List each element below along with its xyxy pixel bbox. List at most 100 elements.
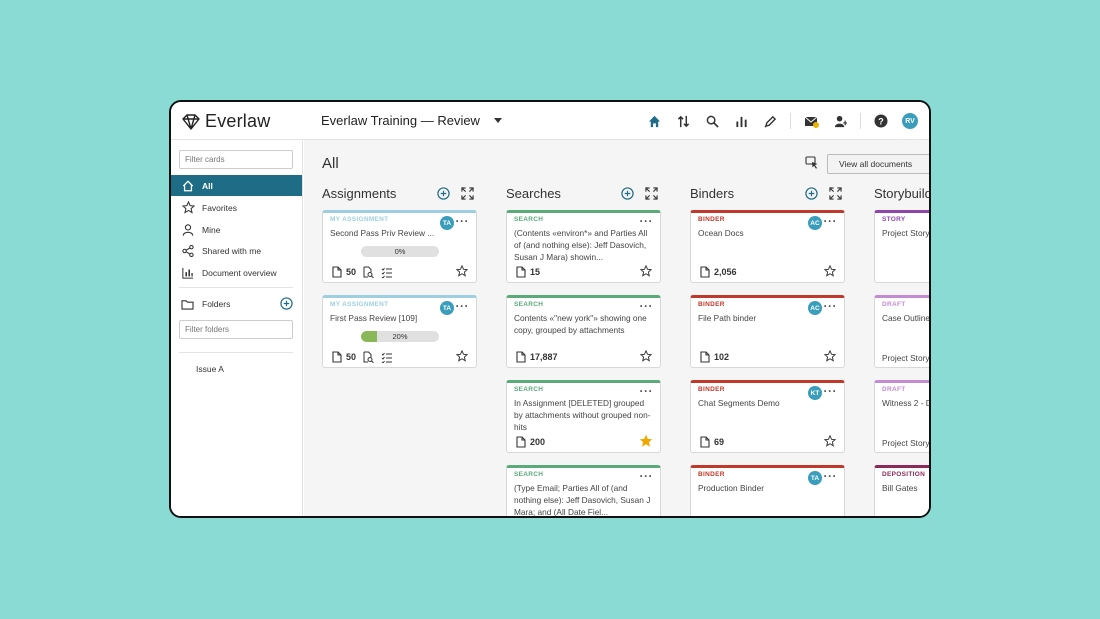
sort-arrows-icon[interactable]	[672, 110, 694, 132]
expand-icon[interactable]	[829, 187, 842, 205]
card-type: DEPOSITION	[882, 471, 926, 478]
card[interactable]: BINDER ··· AC File Path binder 102	[690, 295, 845, 368]
card-type: STORY	[882, 216, 906, 223]
user-badge: KT	[808, 386, 822, 400]
card[interactable]: SEARCH ··· (Type Email; Parties All of (an…	[506, 465, 661, 517]
sidebar-divider	[179, 287, 293, 288]
card[interactable]: STORY Project Story	[874, 210, 929, 283]
more-options-icon[interactable]: ···	[639, 214, 653, 228]
app-logo[interactable]: Everlaw	[181, 111, 270, 132]
messages-icon[interactable]	[800, 110, 822, 132]
view-all-documents-button[interactable]: View all documents	[827, 154, 929, 174]
sidebar-item-document-overview[interactable]: Document overview	[171, 262, 302, 283]
help-icon[interactable]: ?	[870, 110, 892, 132]
main-content: All View all documents Assignments Searc…	[304, 140, 929, 517]
more-options-icon[interactable]: ···	[823, 384, 837, 398]
more-options-icon[interactable]: ···	[639, 384, 653, 398]
everlaw-diamond-icon	[182, 113, 200, 130]
favorite-star-icon[interactable]	[640, 265, 652, 277]
top-bar: Everlaw Everlaw Training — Review ? RV	[171, 102, 929, 140]
card[interactable]: SEARCH ··· (Contents «environ*» and Partie…	[506, 210, 661, 283]
card[interactable]: DEPOSITION Bill Gates	[874, 465, 929, 516]
chevron-down-icon	[493, 118, 502, 123]
search-icon[interactable]	[701, 110, 723, 132]
card[interactable]: DRAFT Case Outline Project Story	[874, 295, 929, 368]
favorite-star-icon[interactable]	[456, 265, 468, 277]
column-actions	[437, 187, 474, 205]
card-type: SEARCH	[514, 386, 544, 393]
more-options-icon[interactable]: ···	[823, 214, 837, 228]
home-icon[interactable]	[643, 110, 665, 132]
checklist-icon[interactable]	[381, 352, 393, 363]
add-card-icon[interactable]	[805, 187, 818, 205]
sidebar-item-shared[interactable]: Shared with me	[171, 240, 302, 261]
user-avatar[interactable]: RV	[899, 110, 921, 132]
more-options-icon[interactable]: ···	[639, 299, 653, 313]
more-options-icon[interactable]: ···	[823, 469, 837, 483]
review-icon[interactable]	[363, 266, 374, 278]
add-card-icon[interactable]	[437, 187, 450, 205]
share-icon	[181, 244, 195, 258]
document-count: 2,056	[714, 267, 737, 277]
column-actions	[621, 187, 658, 205]
card[interactable]: MY ASSIGNMENT ··· TA First Pass Review [109…	[322, 295, 477, 368]
card[interactable]: MY ASSIGNMENT ··· TA Second Pass Priv Revie…	[322, 210, 477, 283]
favorite-star-icon[interactable]	[456, 350, 468, 362]
card[interactable]: SEARCH ··· Contents «"new york"» showing o…	[506, 295, 661, 368]
card-type: BINDER	[698, 301, 725, 308]
folder-item[interactable]: Issue A	[196, 364, 224, 374]
favorite-star-icon[interactable]	[640, 350, 652, 362]
sidebar-item-favorites[interactable]: Favorites	[171, 197, 302, 218]
folders-header: Folders	[181, 296, 293, 312]
document-icon	[516, 351, 526, 363]
card-footer: 2,056	[700, 266, 737, 278]
column-header-searches: Searches	[506, 186, 561, 201]
home-icon	[181, 179, 195, 193]
add-card-icon[interactable]	[621, 187, 634, 205]
card-title: First Pass Review [109]	[330, 313, 418, 323]
favorite-star-icon[interactable]	[640, 435, 652, 447]
pen-icon[interactable]	[759, 110, 781, 132]
card-type: DRAFT	[882, 386, 906, 393]
add-folder-icon[interactable]	[280, 296, 293, 312]
document-icon	[516, 436, 526, 448]
top-nav-icons: ? RV	[636, 110, 921, 132]
user-icon[interactable]	[829, 110, 851, 132]
app-window: Everlaw Everlaw Training — Review ? RV A…	[169, 100, 931, 518]
checklist-icon[interactable]	[381, 267, 393, 278]
card-type: BINDER	[698, 386, 725, 393]
card-title: Production Binder	[698, 483, 764, 493]
more-options-icon[interactable]: ···	[455, 214, 469, 228]
card[interactable]: SEARCH ··· In Assignment [DELETED] grouped…	[506, 380, 661, 453]
card-title: Case Outline	[882, 313, 929, 323]
more-options-icon[interactable]: ···	[639, 469, 653, 483]
card-type: MY ASSIGNMENT	[330, 301, 389, 308]
card-footer: 69	[700, 436, 724, 448]
favorite-star-icon[interactable]	[824, 435, 836, 447]
card-footer: 50	[332, 266, 393, 278]
favorite-star-icon[interactable]	[824, 265, 836, 277]
expand-icon[interactable]	[645, 187, 658, 205]
card-title: (Type Email; Parties All of (and nothing…	[514, 483, 651, 517]
document-count: 102	[714, 352, 730, 362]
sidebar-item-all[interactable]: All	[171, 175, 302, 196]
select-cursor-icon[interactable]	[805, 156, 819, 175]
sidebar-item-mine[interactable]: Mine	[171, 219, 302, 240]
filter-folders-input[interactable]	[179, 320, 293, 339]
card[interactable]: BINDER ··· KT Chat Segments Demo 69	[690, 380, 845, 453]
card[interactable]: DRAFT Witness 2 - Deposition Prep Project …	[874, 380, 929, 453]
more-options-icon[interactable]: ···	[455, 299, 469, 313]
person-icon	[181, 223, 195, 237]
more-options-icon[interactable]: ···	[823, 299, 837, 313]
favorite-star-icon[interactable]	[824, 350, 836, 362]
project-selector[interactable]: Everlaw Training — Review	[321, 113, 502, 128]
sidebar-divider	[179, 352, 293, 353]
card[interactable]: BINDER ··· AC Ocean Docs 2,056	[690, 210, 845, 283]
card[interactable]: BINDER ··· TA Production Binder	[690, 465, 845, 516]
progress-bar: 20%	[361, 331, 439, 342]
card-type: MY ASSIGNMENT	[330, 216, 389, 223]
expand-icon[interactable]	[461, 187, 474, 205]
bar-chart-icon[interactable]	[730, 110, 752, 132]
review-icon[interactable]	[363, 351, 374, 363]
filter-cards-input[interactable]	[179, 150, 293, 169]
